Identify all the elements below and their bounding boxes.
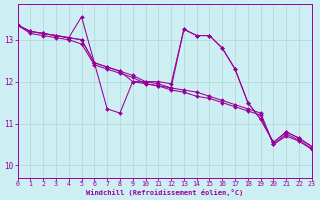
X-axis label: Windchill (Refroidissement éolien,°C): Windchill (Refroidissement éolien,°C)	[86, 189, 243, 196]
